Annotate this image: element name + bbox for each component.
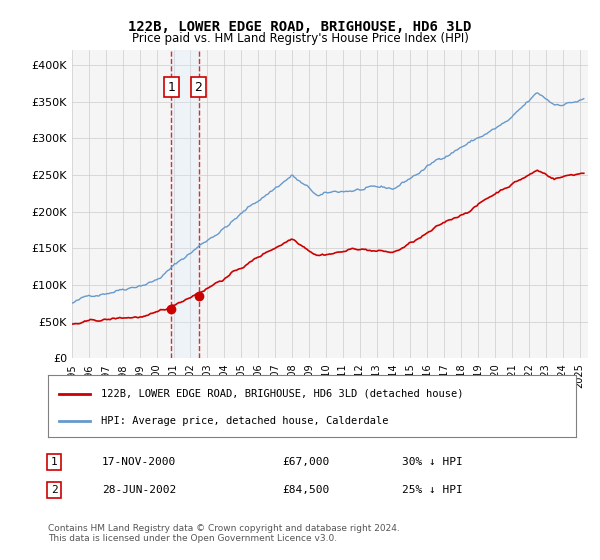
Text: HPI: Average price, detached house, Calderdale: HPI: Average price, detached house, Cald… (101, 417, 388, 426)
Text: 2: 2 (50, 485, 58, 495)
Text: Contains HM Land Registry data © Crown copyright and database right 2024.
This d: Contains HM Land Registry data © Crown c… (48, 524, 400, 543)
Text: 122B, LOWER EDGE ROAD, BRIGHOUSE, HD6 3LD (detached house): 122B, LOWER EDGE ROAD, BRIGHOUSE, HD6 3L… (101, 389, 463, 399)
Text: 30% ↓ HPI: 30% ↓ HPI (402, 457, 463, 467)
Text: £67,000: £67,000 (282, 457, 329, 467)
Text: 122B, LOWER EDGE ROAD, BRIGHOUSE, HD6 3LD: 122B, LOWER EDGE ROAD, BRIGHOUSE, HD6 3L… (128, 20, 472, 34)
Text: 1: 1 (50, 457, 58, 467)
Bar (172, 50, 199, 358)
Text: 1: 1 (167, 81, 175, 94)
Text: 28-JUN-2002: 28-JUN-2002 (102, 485, 176, 495)
Text: £84,500: £84,500 (282, 485, 329, 495)
Text: Price paid vs. HM Land Registry's House Price Index (HPI): Price paid vs. HM Land Registry's House … (131, 32, 469, 45)
Text: 25% ↓ HPI: 25% ↓ HPI (402, 485, 463, 495)
Text: 2: 2 (194, 81, 202, 94)
Text: 17-NOV-2000: 17-NOV-2000 (102, 457, 176, 467)
